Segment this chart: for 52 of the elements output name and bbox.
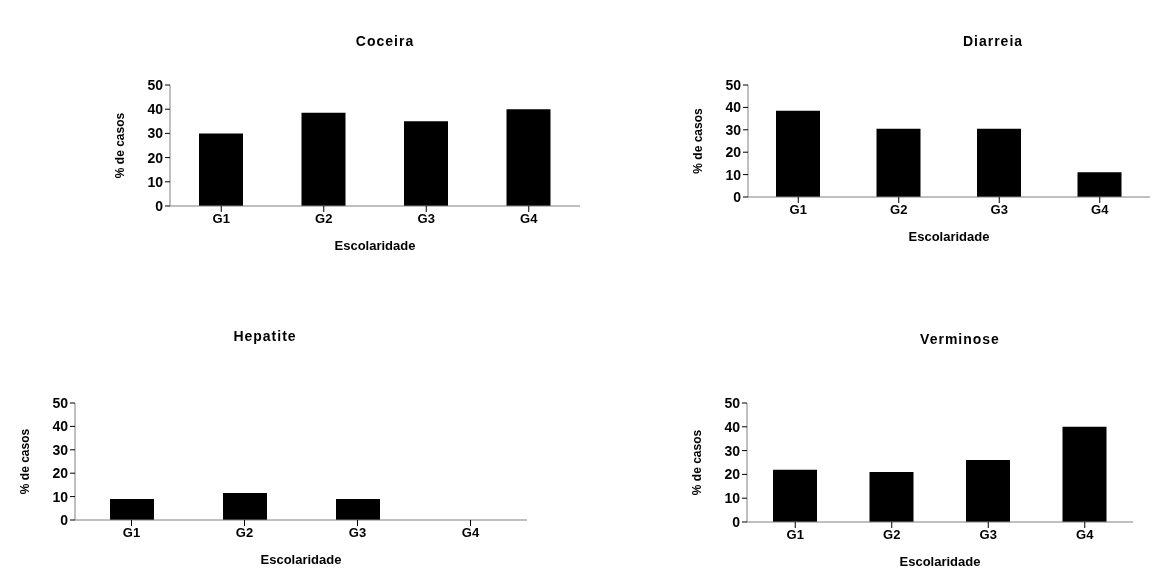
y-tick-label: 0 — [155, 197, 164, 214]
y-tick-label: 50 — [724, 394, 741, 411]
y-tick-label: 50 — [147, 76, 164, 93]
x-tick-label: G1 — [212, 211, 230, 227]
y-tick-label: 20 — [52, 465, 69, 482]
y-tick-label: 20 — [147, 149, 164, 166]
x-tick-label: G4 — [520, 211, 539, 227]
y-axis-title: % de casos — [689, 403, 707, 522]
y-tick-label: 40 — [724, 418, 741, 435]
y-tick-label: 40 — [147, 101, 164, 118]
y-tick-label: 50 — [725, 76, 742, 93]
chart-title: Hepatite — [232, 328, 298, 344]
x-tick-label: G3 — [348, 525, 367, 541]
y-tick-label: 30 — [52, 441, 69, 458]
x-tick-label: G1 — [789, 202, 807, 218]
x-tick-label: G4 — [1076, 527, 1095, 543]
chart-title: Verminose — [919, 331, 1001, 347]
y-axis-title: % de casos — [690, 85, 708, 197]
y-tick-label: 20 — [724, 466, 741, 483]
y-tick-label: 30 — [147, 125, 164, 142]
y-tick-label: 10 — [725, 166, 742, 183]
chart-title: Coceira — [354, 33, 416, 49]
y-axis-title: % de casos — [17, 403, 35, 520]
x-tick-label: G2 — [315, 211, 333, 227]
x-tick-label: G3 — [417, 211, 435, 227]
chart-title: Diarreia — [961, 33, 1025, 49]
y-tick-label: 10 — [147, 173, 164, 190]
x-tick-label: G2 — [235, 525, 254, 541]
x-axis-title: Escolaridade — [908, 229, 990, 244]
x-axis-title: Escolaridade — [334, 238, 416, 253]
y-tick-label: 0 — [60, 511, 69, 528]
y-axis-title: % de casos — [112, 85, 130, 206]
y-tick-label: 10 — [724, 490, 741, 507]
x-tick-label: G3 — [990, 202, 1008, 218]
y-tick-label: 50 — [52, 394, 69, 411]
y-tick-label: 40 — [52, 418, 69, 435]
y-tick-label: 20 — [725, 144, 742, 161]
x-tick-label: G3 — [979, 527, 997, 543]
y-tick-label: 0 — [732, 513, 741, 530]
x-tick-label: G2 — [890, 202, 908, 218]
x-tick-label: G2 — [883, 527, 901, 543]
x-tick-label: G1 — [786, 527, 804, 543]
x-tick-label: G1 — [122, 525, 141, 541]
y-tick-label: 10 — [52, 488, 69, 505]
x-axis-title: Escolaridade — [899, 554, 981, 569]
y-tick-label: 40 — [725, 99, 742, 116]
x-axis-title: Escolaridade — [260, 552, 342, 567]
y-tick-label: 30 — [724, 442, 741, 459]
y-tick-label: 0 — [733, 188, 742, 205]
x-tick-label: G4 — [461, 525, 480, 541]
y-tick-label: 30 — [725, 121, 742, 138]
x-tick-label: G4 — [1091, 202, 1110, 218]
